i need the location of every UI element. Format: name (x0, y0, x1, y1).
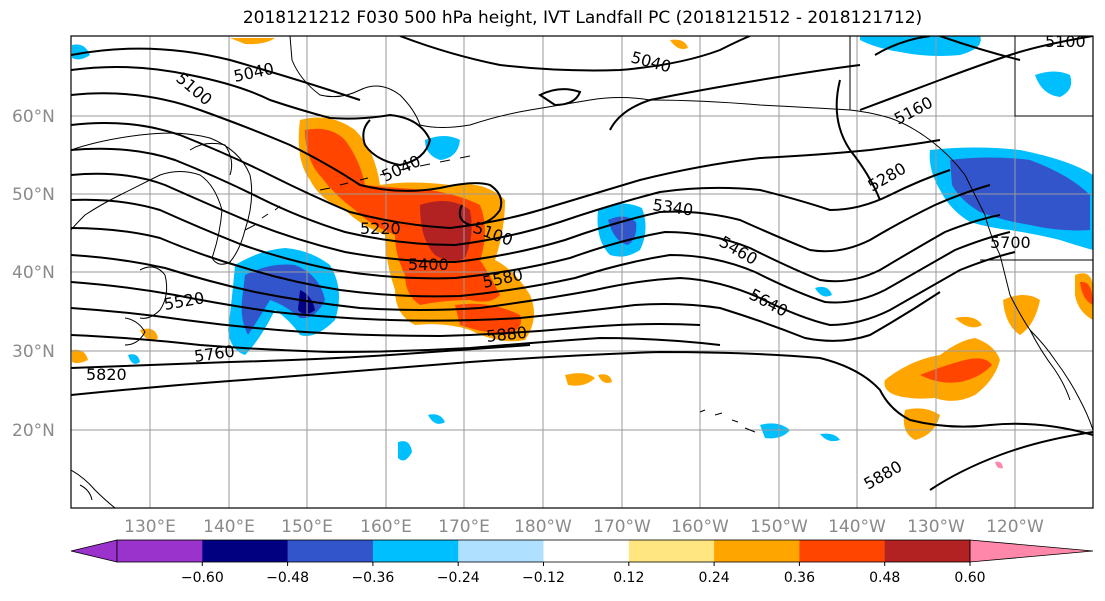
map-title: 2018121212 F030 500 hPa height, IVT Land… (242, 8, 923, 28)
colorbar-segment (884, 540, 971, 562)
colorbar-tick-label: 0.36 (784, 570, 815, 586)
lon-label: 170°W (593, 517, 651, 537)
lon-label: 160°W (671, 517, 729, 537)
lon-label: 140°W (828, 517, 886, 537)
colorbar-tick-label: 0.12 (613, 570, 644, 586)
lon-label: 180°W (514, 517, 572, 537)
colorbar-extend-min (70, 539, 118, 563)
colorbar-segment (117, 540, 203, 562)
colorbar-tick-label: 0.24 (699, 570, 730, 586)
svg-text:5400: 5400 (408, 255, 449, 274)
colorbar-tick-label: −0.36 (351, 570, 394, 586)
lon-label: 150°W (750, 517, 808, 537)
lat-label: 30°N (12, 342, 55, 362)
svg-text:5700: 5700 (990, 233, 1031, 252)
colorbar-tick-label: −0.48 (266, 570, 309, 586)
svg-text:5880: 5880 (485, 323, 527, 346)
lon-label: 130°E (124, 517, 176, 537)
lat-label: 50°N (12, 185, 55, 205)
svg-text:5100: 5100 (1045, 32, 1086, 51)
colorbar-segment (202, 540, 289, 562)
lon-label: 160°E (360, 517, 412, 537)
longitude-labels: 130°E 140°E 150°E 160°E 170°E 180°W 170°… (124, 517, 1044, 537)
lat-label: 20°N (12, 421, 55, 441)
colorbar-tick-label: 0.48 (869, 570, 900, 586)
lon-label: 170°E (438, 517, 490, 537)
gridlines (71, 36, 1093, 508)
colorbar-tick-label: 0.60 (954, 570, 985, 586)
colorbar-segment (628, 540, 715, 562)
lat-label: 40°N (12, 263, 55, 283)
svg-text:5220: 5220 (360, 219, 401, 238)
colorbar-segment (799, 540, 886, 562)
colorbar-tick-label: −0.12 (522, 570, 565, 586)
colorbar: −0.60 −0.48 −0.36 −0.24 −0.12 0.12 0.24 0.36 0.4… (70, 539, 1094, 586)
height-contours (71, 36, 1093, 491)
map-frame (70, 35, 1094, 509)
lon-label: 150°E (281, 517, 333, 537)
colorbar-segment (372, 540, 459, 562)
latitude-labels: 60°N 50°N 40°N 30°N 20°N (12, 107, 55, 441)
lat-label: 60°N (12, 107, 55, 127)
colorbar-segment (287, 540, 374, 562)
colorbar-segment (458, 540, 544, 562)
colorbar-segment (543, 540, 630, 562)
colorbar-extend-max (969, 539, 1094, 563)
svg-text:5820: 5820 (86, 365, 127, 384)
colorbar-tick-label: −0.24 (437, 570, 480, 586)
lon-label: 130°W (907, 517, 965, 537)
lon-label: 120°W (986, 517, 1044, 537)
lon-label: 140°E (203, 517, 255, 537)
colorbar-segment (714, 540, 800, 562)
colorbar-tick-label: −0.60 (181, 570, 224, 586)
